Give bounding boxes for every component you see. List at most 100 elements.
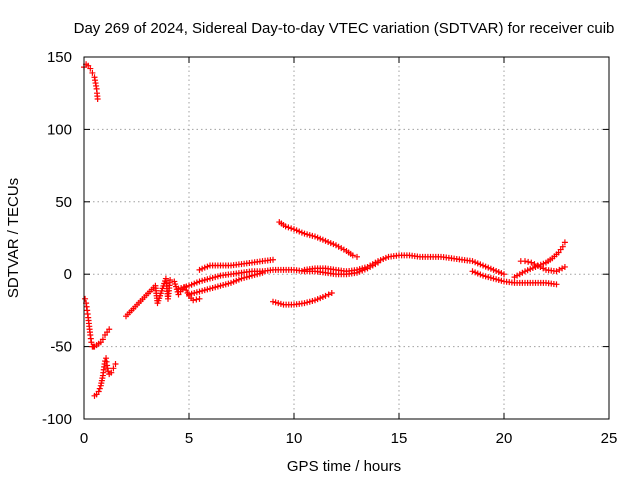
data-point [325,291,332,298]
data-point [485,264,492,271]
data-point [298,229,305,236]
data-point [209,274,216,281]
data-point [553,281,560,288]
data-point [220,282,227,289]
data-point [204,263,211,270]
y-tick-label: 0 [64,266,72,283]
data-point [282,223,289,230]
gridlines [84,57,609,419]
data-point [171,278,178,285]
data-point [309,232,316,239]
data-point [525,258,532,265]
data-point [186,291,192,298]
data-point [212,284,219,291]
data-point [196,266,203,273]
data-point [275,300,282,307]
data-point [490,275,497,282]
data-point [270,256,276,263]
data-point [235,276,242,283]
data-point [99,336,106,343]
data-point [477,271,484,278]
data-point [314,296,321,303]
data-point [201,276,208,283]
data-point [230,278,237,285]
data-point [319,294,326,301]
data-point [110,365,117,372]
data-point [214,283,221,290]
data-point [301,230,308,237]
x-tick-label: 5 [185,430,193,447]
y-tick-label: -50 [50,339,72,356]
series-start-drop [82,295,113,350]
data-point [222,281,229,288]
data-point [201,264,208,271]
data-point [204,286,211,293]
data-point [228,279,234,286]
data-point [243,274,250,281]
data-point [375,258,381,265]
data-point [188,281,195,288]
x-tick-label: 25 [601,430,618,447]
data-point [214,273,221,280]
y-tick-label: -100 [42,411,72,428]
chart-title: Day 269 of 2024, Sidereal Day-to-day VTE… [74,20,615,37]
data-point [217,282,224,289]
data-point [474,260,481,267]
data-points [81,61,568,399]
data-point [485,274,492,281]
data-point [304,299,311,306]
data-point [480,272,486,279]
data-point [193,279,200,286]
series-band-b [196,256,276,273]
data-point [480,262,486,269]
data-point [469,258,476,265]
plot-frame [83,56,610,420]
data-point [251,271,258,278]
data-point [199,277,206,284]
data-point [477,261,484,268]
data-point [524,267,531,274]
data-point [309,297,316,304]
data-point [293,227,300,234]
data-point [175,285,182,292]
data-point [112,360,119,367]
data-point [212,274,219,281]
data-point [487,274,494,281]
data-point [328,290,335,297]
data-point [201,287,208,294]
data-point [317,295,324,302]
data-point [95,388,102,395]
data-point [291,226,297,233]
data-point [108,369,115,376]
data-point [259,269,266,276]
data-point [190,297,197,304]
data-point [180,284,187,291]
series-late-band [469,268,560,288]
data-point [301,300,308,307]
data-point [88,339,95,346]
data-point [327,240,334,247]
data-point [472,269,479,276]
data-point [482,263,489,270]
data-point [249,272,255,279]
x-tick-label: 0 [80,430,88,447]
data-point [184,290,191,297]
data-point [561,263,568,270]
series-late-cluster [517,258,568,275]
data-point [312,297,318,304]
data-point [469,268,476,275]
data-point [254,271,261,278]
data-point [204,276,211,283]
data-point [559,265,566,272]
data-point [377,257,384,264]
data-point [306,232,313,239]
data-point [304,231,311,238]
data-point [482,273,489,280]
data-point [498,277,505,284]
data-point [531,261,538,268]
data-point [225,280,232,287]
data-point [349,252,356,259]
data-point [178,284,185,291]
y-tick-label: 100 [47,121,72,138]
data-point [241,274,248,281]
